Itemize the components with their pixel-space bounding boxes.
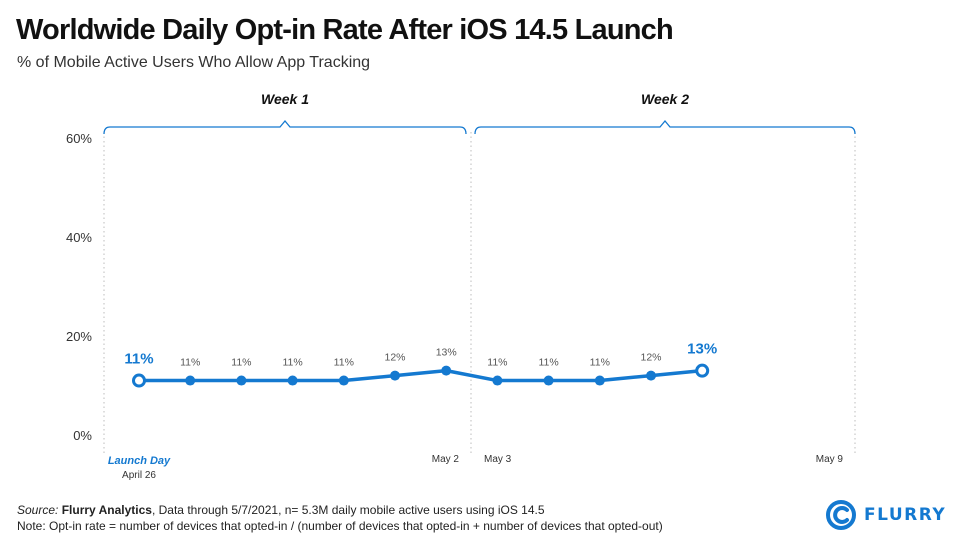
data-label: 11%: [487, 357, 507, 369]
y-tick-label: 60%: [66, 131, 92, 146]
chart-subtitle: % of Mobile Active Users Who Allow App T…: [17, 54, 371, 71]
week-brackets: Week 1 Week 2: [103, 91, 856, 135]
week-bracket: [103, 119, 467, 135]
data-label: 11%: [590, 357, 610, 369]
series-line: [139, 368, 703, 383]
x-label-date: May 9: [816, 454, 844, 465]
x-label-date: May 2: [432, 454, 460, 465]
data-point: [287, 375, 298, 386]
data-labels: 11% 11% 11% 11% 11% 12% 13% 11% 11% 11% 12% 13%: [124, 341, 717, 369]
data-label: 13%: [436, 347, 457, 359]
axes: 0% 20% 40% 60%: [66, 131, 856, 455]
data-point: [543, 375, 554, 386]
y-tick-label: 0%: [73, 428, 92, 443]
flurry-logo-text: FLURRY: [864, 505, 947, 525]
data-point: [646, 370, 656, 381]
y-tick-label: 40%: [66, 230, 92, 245]
source-note: Source: Flurry Analytics, Data through 5…: [17, 503, 545, 517]
data-label: 12%: [640, 352, 661, 364]
source-label: Source:: [17, 503, 59, 517]
data-label: 11%: [538, 357, 558, 369]
data-point: [594, 375, 605, 386]
data-points: [132, 363, 710, 388]
data-point: [132, 373, 146, 388]
data-label: 13%: [687, 341, 717, 358]
source-text: , Data through 5/7/2021, n= 5.3M daily m…: [151, 503, 545, 517]
data-point: [185, 375, 196, 386]
data-label: 11%: [231, 357, 251, 369]
data-point: [390, 370, 400, 381]
data-label: 12%: [384, 352, 405, 364]
flurry-logo: FLURRY: [826, 500, 946, 530]
data-point: [695, 363, 710, 378]
data-label: 11%: [124, 351, 153, 368]
chart-title: Worldwide Daily Opt-in Rate After iOS 14…: [16, 14, 674, 46]
data-point: [236, 375, 247, 386]
data-point: [441, 365, 452, 376]
data-label: 11%: [180, 357, 200, 369]
x-axis-labels: Launch Day April 26 May 2 May 3 May 9: [108, 454, 844, 481]
week-bracket: [474, 119, 856, 135]
data-point: [492, 375, 503, 386]
data-label: 11%: [334, 357, 354, 369]
y-tick-label: 20%: [66, 329, 92, 344]
data-point: [338, 375, 349, 386]
flurry-logo-icon: [826, 500, 856, 530]
x-label-launch-day: Launch Day: [108, 455, 171, 467]
x-label-date: April 26: [122, 470, 156, 481]
data-label: 11%: [282, 357, 302, 369]
week-label: Week 1: [261, 91, 309, 107]
week-label: Week 2: [641, 91, 689, 107]
x-label-date: May 3: [484, 454, 512, 465]
method-note: Note: Opt-in rate = number of devices th…: [17, 519, 663, 533]
source-name: Flurry Analytics: [61, 503, 152, 517]
series-polyline: [139, 368, 703, 383]
